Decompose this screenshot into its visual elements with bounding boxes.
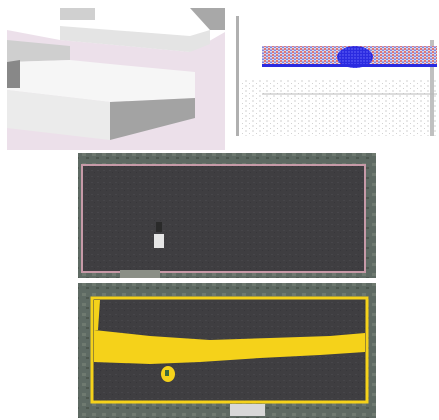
roof-unit [154, 234, 164, 248]
scattered-points [240, 80, 437, 136]
page: (() => { const data = JSON.parse(documen… [0, 0, 439, 420]
roof-unit-small [165, 370, 169, 376]
aerial-panel [78, 153, 376, 278]
street-vehicle [230, 404, 265, 416]
chimney [60, 8, 95, 20]
render-panel [7, 8, 225, 150]
pointcloud-panel [232, 8, 439, 140]
shadow-face [7, 60, 20, 88]
roof-shadow [156, 222, 162, 232]
wall-points [236, 16, 239, 136]
segmentation-panel [78, 283, 376, 418]
roof-edge-points [262, 64, 437, 67]
figure [0, 0, 439, 420]
roof [82, 165, 365, 272]
street-object [120, 270, 160, 278]
